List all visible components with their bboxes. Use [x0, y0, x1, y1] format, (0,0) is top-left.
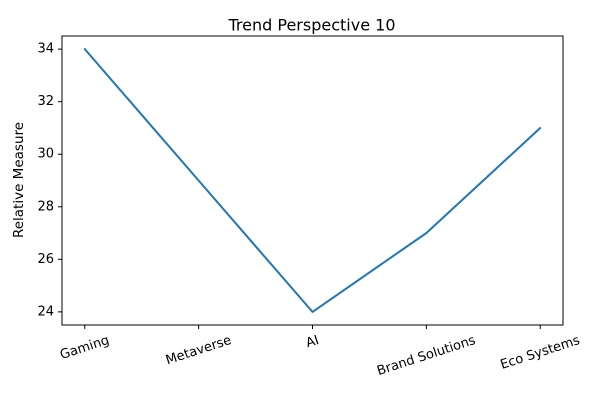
- x-tick-label: Gaming: [58, 333, 111, 363]
- data-line: [83, 48, 542, 313]
- x-tick-label: AI: [304, 333, 321, 351]
- x-tick-label: Metaverse: [164, 333, 233, 368]
- y-tick-label: 24: [37, 304, 54, 319]
- y-axis-label: Relative Measure: [11, 121, 27, 239]
- y-tick-label: 26: [37, 252, 54, 267]
- axes-box: [61, 35, 564, 326]
- y-tick-label: 34: [37, 42, 54, 57]
- x-tick-label: Eco Systems: [499, 333, 583, 373]
- chart-title: Trend Perspective 10: [228, 15, 396, 35]
- y-tick-label: 30: [37, 147, 54, 162]
- y-tick-label: 28: [37, 199, 54, 214]
- x-tick-label: Brand Solutions: [375, 333, 477, 379]
- y-tick-label: 32: [37, 94, 54, 109]
